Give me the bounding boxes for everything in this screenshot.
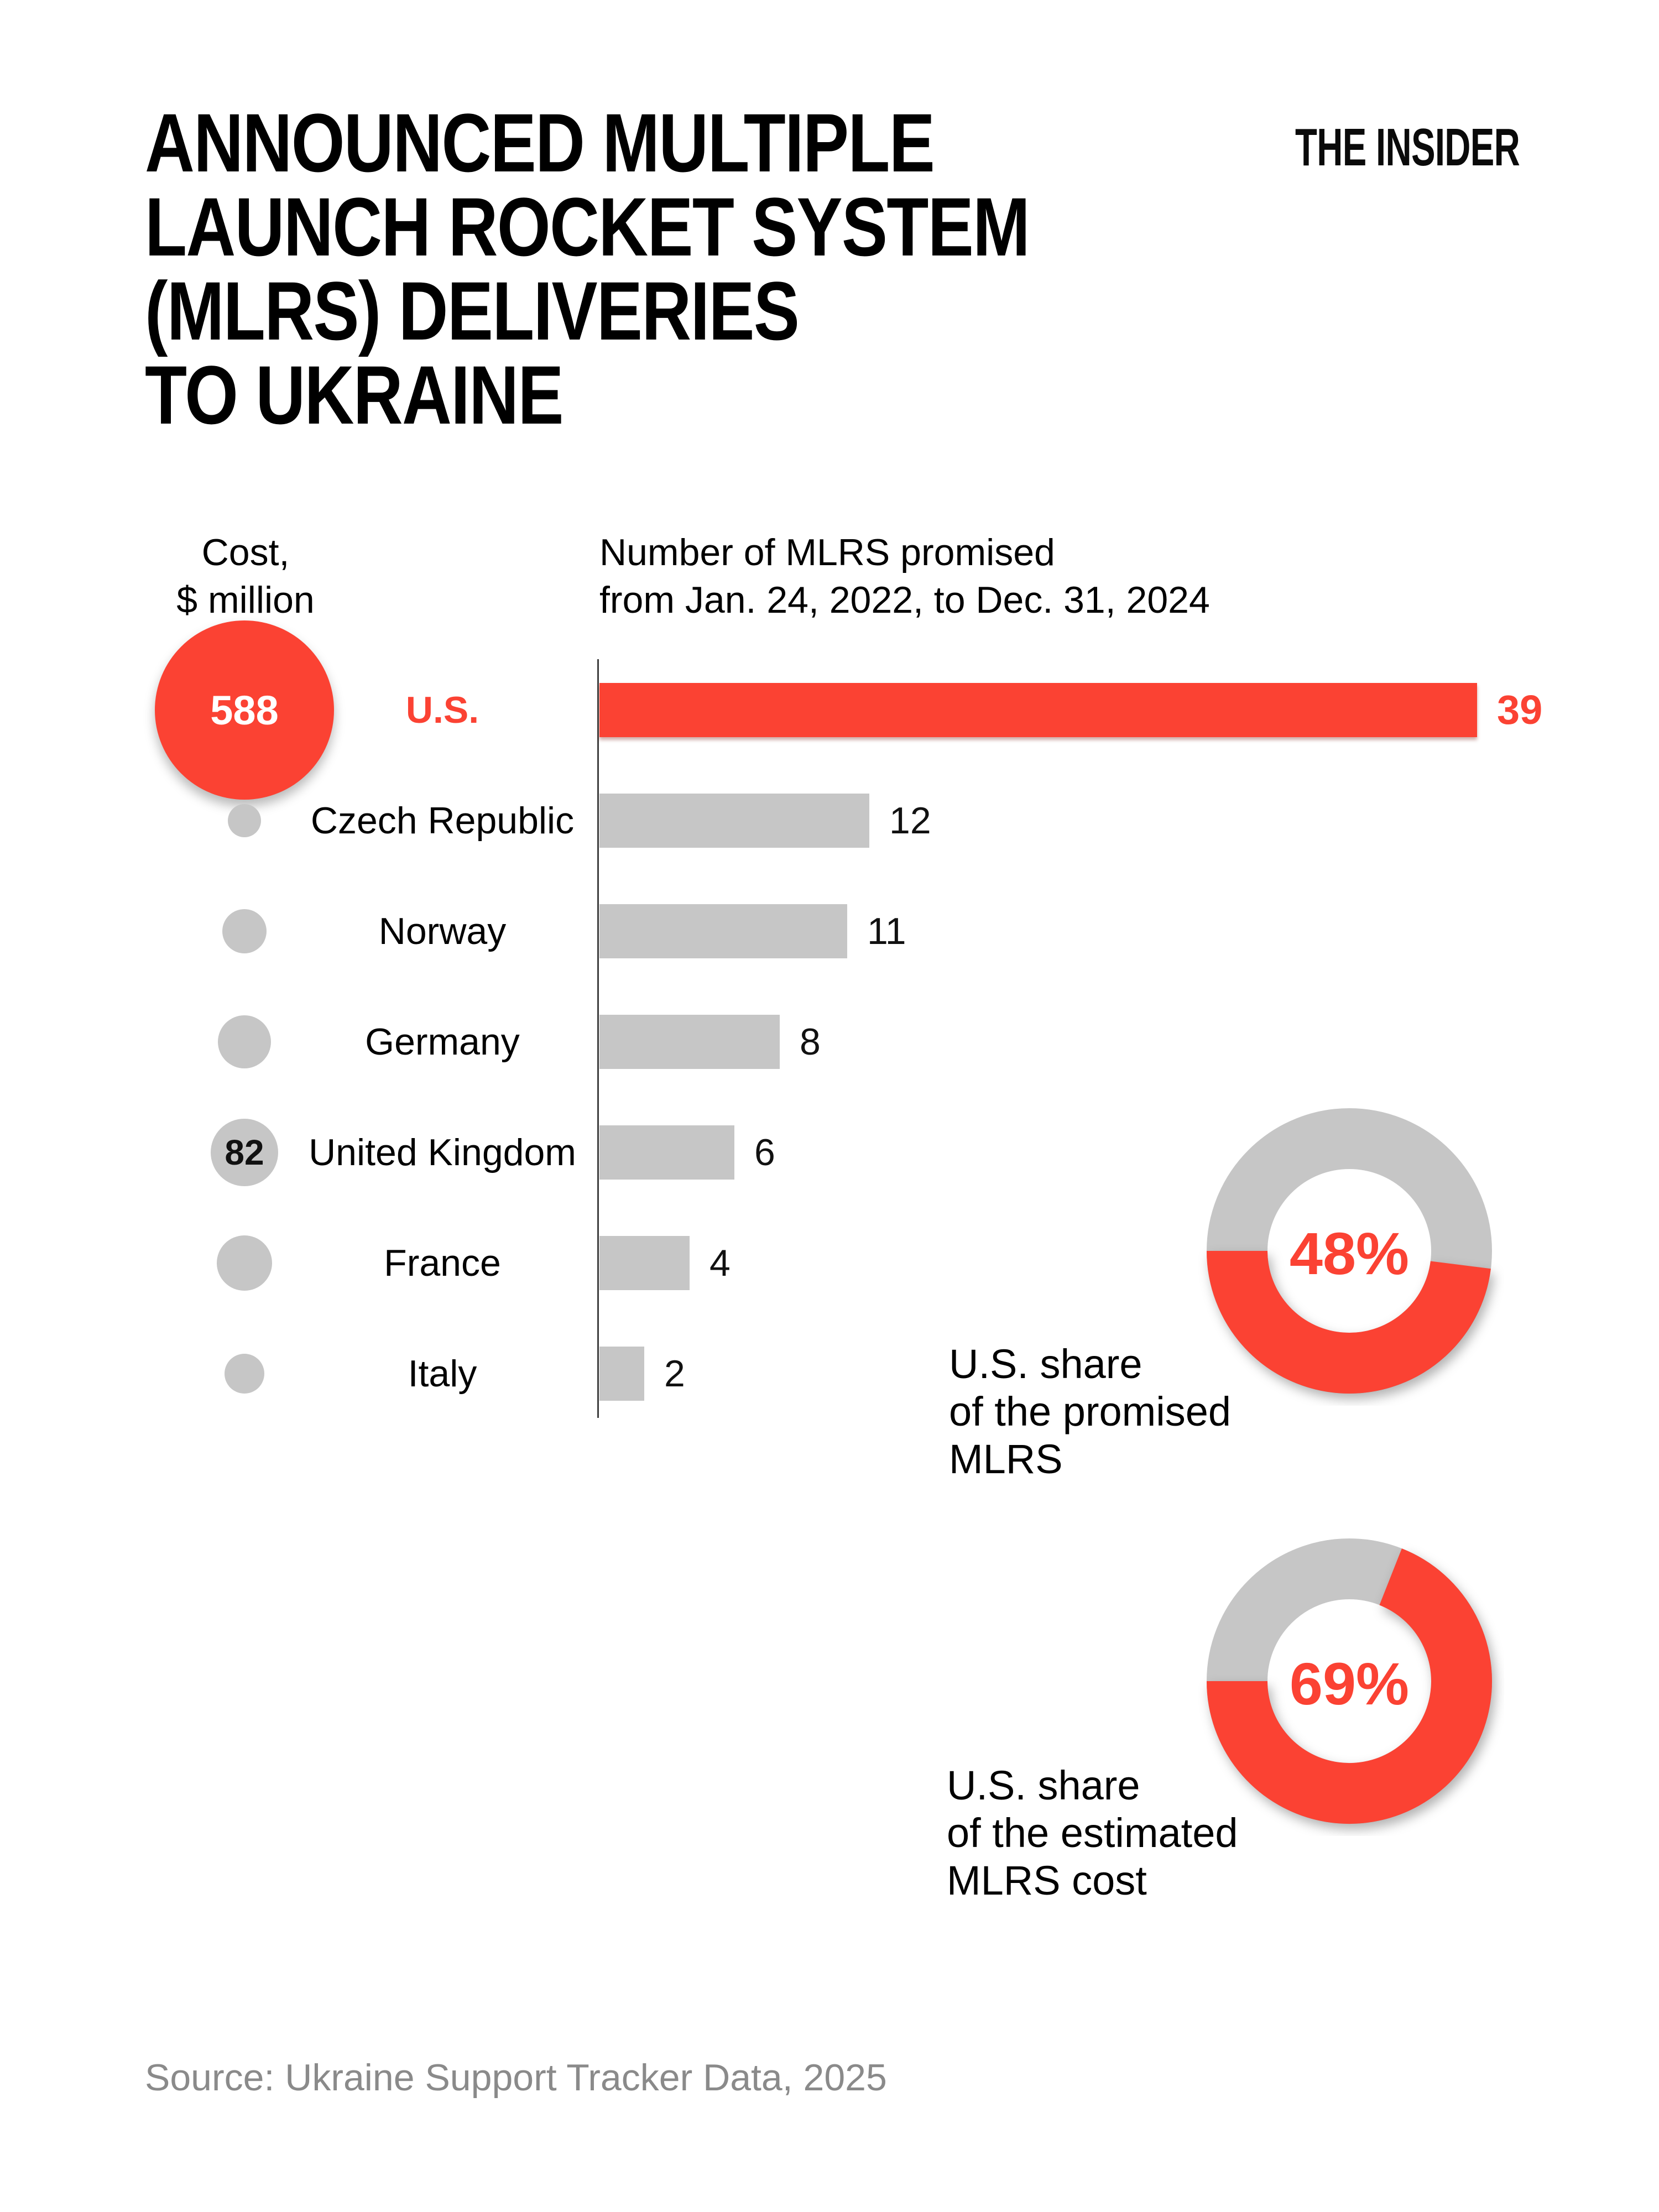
mlrs-bar: [599, 794, 869, 848]
cost-bubble-label: 588: [210, 687, 279, 733]
country-label: Czech Republic: [310, 800, 575, 842]
mlrs-bar: [599, 1125, 734, 1180]
page-title: ANNOUNCED MULTIPLE LAUNCH ROCKET SYSTEM …: [145, 96, 1030, 441]
donut-estimated-percent: 69%: [1289, 1650, 1410, 1717]
brand-logo: THE INSIDER: [1295, 118, 1520, 177]
country-label: France: [384, 1242, 501, 1284]
mlrs-value: 39: [1497, 687, 1543, 733]
country-label: Italy: [408, 1353, 477, 1395]
mlrs-bar: [599, 1347, 644, 1401]
donut-promised-percent: 48%: [1289, 1220, 1410, 1287]
cost-bubble: [218, 1015, 271, 1068]
cost-column-header: Cost, $ million: [176, 531, 315, 621]
mlrs-value: 4: [709, 1242, 731, 1284]
number-column-header: Number of MLRS promised from Jan. 24, 20…: [599, 531, 1210, 621]
cost-bubble-label: 82: [225, 1133, 264, 1172]
bar-chart-axis: [597, 659, 599, 1418]
cost-bubble: [225, 1354, 264, 1394]
country-label: Germany: [365, 1021, 520, 1063]
mlrs-value: 2: [664, 1353, 685, 1395]
country-label: United Kingdom: [309, 1131, 576, 1173]
country-label: U.S.: [405, 689, 479, 731]
country-label: Norway: [378, 910, 507, 952]
mlrs-bar: [599, 1236, 690, 1290]
mlrs-value: 6: [754, 1131, 775, 1173]
donut-us-share-arc: [1207, 1548, 1492, 1824]
donut-estimated-cost: [1207, 1538, 1492, 1824]
mlrs-bar: [599, 1015, 780, 1069]
cost-bubble: 588: [155, 620, 334, 800]
mlrs-bar: [599, 904, 847, 958]
donut-promised-caption: U.S. share of the promised MLRS: [949, 1341, 1232, 1482]
source-note: Source: Ukraine Support Tracker Data, 20…: [145, 2057, 887, 2099]
mlrs-bar: [599, 683, 1477, 737]
donut-us-share-arc: [1207, 1250, 1491, 1394]
cost-bubble: [217, 1235, 272, 1291]
mlrs-value: 8: [800, 1021, 821, 1063]
donut-promised-mlrs: [1207, 1108, 1492, 1394]
mlrs-value: 12: [889, 800, 931, 842]
cost-bubble: [228, 804, 261, 837]
mlrs-value: 11: [867, 910, 906, 952]
cost-bubble: [222, 909, 267, 953]
cost-bubble: 82: [211, 1119, 278, 1186]
donut-estimated-caption: U.S. share of the estimated MLRS cost: [947, 1762, 1238, 1903]
